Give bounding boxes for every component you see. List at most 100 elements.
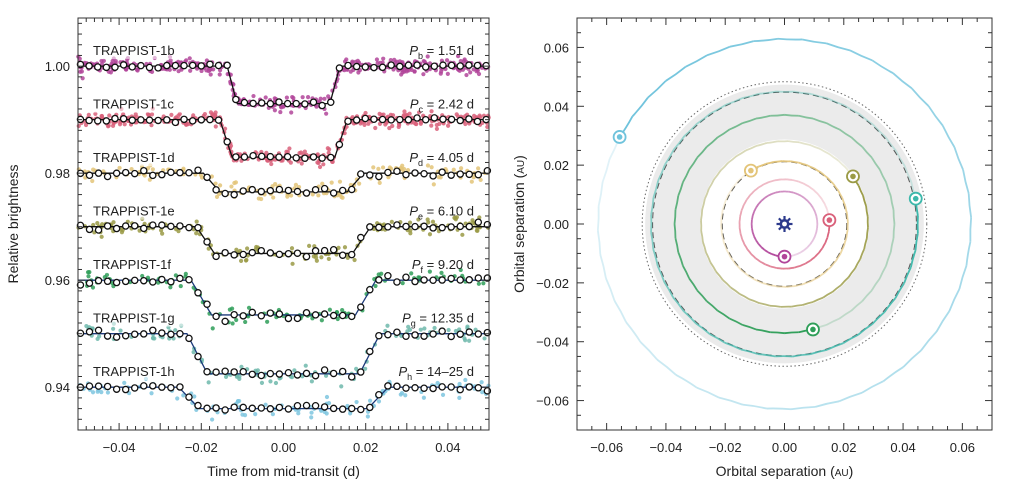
binned-point <box>239 367 247 376</box>
binned-point <box>344 61 352 70</box>
binned-point <box>357 405 365 414</box>
orbit-trail-segment <box>865 227 869 239</box>
series-label-background <box>92 257 184 274</box>
data-point <box>460 232 465 237</box>
x-tick-label: −0.06 <box>590 440 623 455</box>
data-point <box>217 72 222 77</box>
binned-point <box>318 154 326 162</box>
binned-point <box>292 154 300 162</box>
orbit-trail-segment <box>599 254 607 279</box>
orbit-trail-segment <box>878 169 887 183</box>
binned-point <box>393 221 401 229</box>
orbit-trail-segment <box>710 103 727 115</box>
data-point <box>471 175 476 180</box>
binned-point <box>176 329 184 338</box>
binned-point <box>163 116 171 124</box>
orbit-trail-segment <box>794 283 804 287</box>
orbit-trail-segment <box>755 114 771 120</box>
orbit-trail-segment <box>895 150 906 167</box>
data-point <box>437 121 442 126</box>
orbit-trail-segment <box>696 112 712 125</box>
binned-point <box>206 115 214 124</box>
data-point <box>376 399 382 404</box>
binned-point <box>194 166 202 174</box>
data-point <box>440 392 446 397</box>
period-value: = 12.35 d <box>416 311 474 326</box>
binned-point <box>266 186 275 195</box>
data-point <box>462 336 467 341</box>
data-point <box>421 395 426 400</box>
binned-point <box>239 187 247 195</box>
data-point <box>297 151 302 156</box>
binned-point <box>366 171 374 179</box>
data-point <box>401 68 407 73</box>
orbit-trail-segment <box>683 310 697 324</box>
binned-point <box>203 368 211 376</box>
x-tick-label: 0.04 <box>435 440 460 455</box>
binned-point <box>329 311 338 320</box>
data-point <box>158 228 164 233</box>
data-point <box>85 270 91 275</box>
data-point <box>229 306 235 311</box>
data-point <box>446 123 451 128</box>
orbit-trail-segment <box>764 249 769 254</box>
data-point <box>385 323 390 328</box>
orbit-trail-segment <box>755 328 771 334</box>
binned-point <box>257 152 266 161</box>
data-point <box>83 122 89 128</box>
data-point <box>321 162 326 167</box>
binned-point <box>284 405 293 413</box>
data-point <box>192 394 197 399</box>
orbit-trail-segment <box>675 374 698 389</box>
orbit-trail-segment <box>883 297 897 313</box>
orbit-trail-segment <box>828 153 839 162</box>
orbit-trail-segment <box>739 293 750 300</box>
data-point <box>95 221 100 226</box>
data-point <box>405 329 410 334</box>
binned-point <box>94 276 103 285</box>
binned-point <box>402 332 410 341</box>
orbit-trail-segment <box>596 206 600 231</box>
data-point <box>213 124 218 129</box>
binned-point <box>203 238 211 246</box>
binned-point <box>145 63 154 72</box>
data-point <box>184 58 189 63</box>
binned-point <box>119 61 128 69</box>
orbit-trail-segment <box>814 211 818 216</box>
orbit-trail-segment <box>742 403 767 410</box>
orbit-trail-segment <box>809 348 828 356</box>
orbit-trail-segment <box>682 265 691 279</box>
data-point <box>309 415 314 420</box>
data-point <box>475 228 480 233</box>
data-point <box>322 96 327 101</box>
light-curve-series-trappist-1e <box>76 215 492 266</box>
orbit-trail-segment <box>729 317 743 326</box>
orbit-trail-segment <box>730 256 737 265</box>
binned-point <box>329 189 338 197</box>
binned-point <box>197 116 206 124</box>
orbit-trail-segment <box>889 238 895 253</box>
binned-point <box>163 61 171 70</box>
orbit-trail-segment <box>910 250 917 268</box>
orbit-trail-segment <box>862 195 867 207</box>
binned-point <box>266 309 275 317</box>
orbit-trail-segment <box>673 223 677 239</box>
binned-point <box>212 252 220 261</box>
data-point <box>214 194 220 199</box>
orbit-trail-segment <box>826 231 830 238</box>
binned-point <box>465 170 474 179</box>
binned-point <box>411 277 419 286</box>
y-tick-label: −0.04 <box>536 335 569 350</box>
orbit-trail-segment <box>745 145 757 152</box>
orbit-trail-segment <box>774 178 781 182</box>
orbit-trail-segment <box>800 194 805 199</box>
data-point <box>418 327 423 332</box>
orbit-trail-segment <box>816 193 823 199</box>
orbit-trail-segment <box>948 288 961 312</box>
data-point <box>429 109 434 114</box>
binned-point <box>370 115 378 124</box>
binned-point <box>257 99 266 107</box>
x-tick-label: 0.04 <box>890 440 915 455</box>
binned-point <box>130 384 139 392</box>
data-point <box>438 175 443 180</box>
